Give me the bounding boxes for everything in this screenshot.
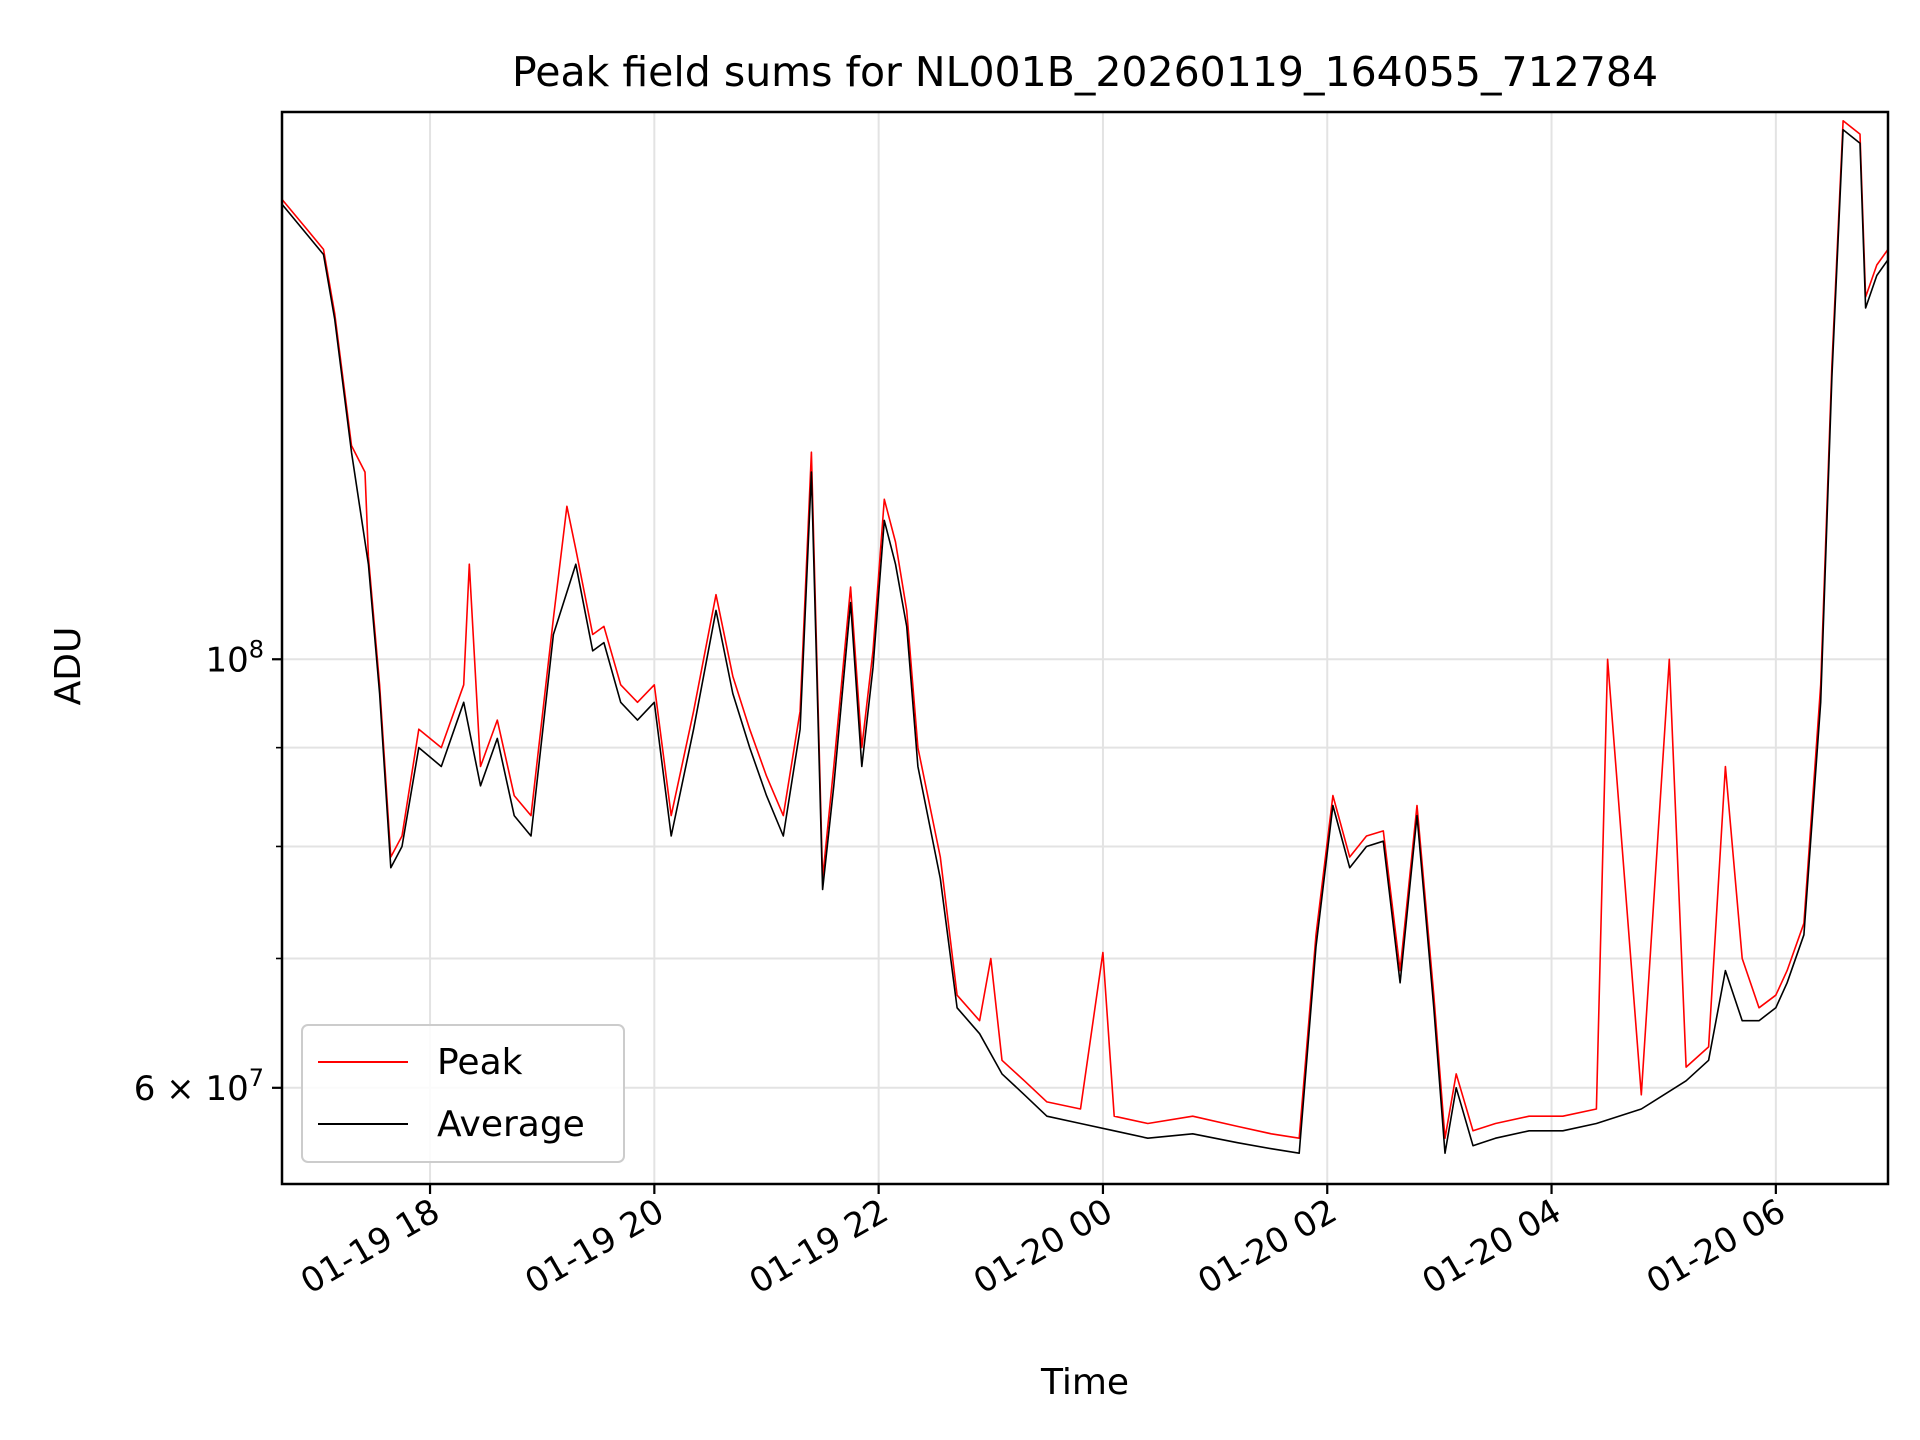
- series-line-average: [281, 128, 1889, 1154]
- legend: Peak Average: [301, 1024, 625, 1163]
- y-tick-label: 108: [205, 635, 264, 680]
- legend-average-label: Average: [437, 1104, 585, 1145]
- legend-box: [301, 1024, 625, 1163]
- plot-frame: [280, 110, 1890, 1186]
- y-tick-label: 6 × 107: [134, 1064, 264, 1109]
- series-line-peak: [281, 120, 1889, 1139]
- x-axis-label: Time: [1040, 1362, 1129, 1403]
- y-axis-label: ADU: [48, 627, 89, 706]
- chart-title: Peak field sums for NL001B_20260119_1640…: [512, 48, 1658, 96]
- series-layer: [281, 120, 1889, 1154]
- legend-peak-label: Peak: [437, 1042, 523, 1083]
